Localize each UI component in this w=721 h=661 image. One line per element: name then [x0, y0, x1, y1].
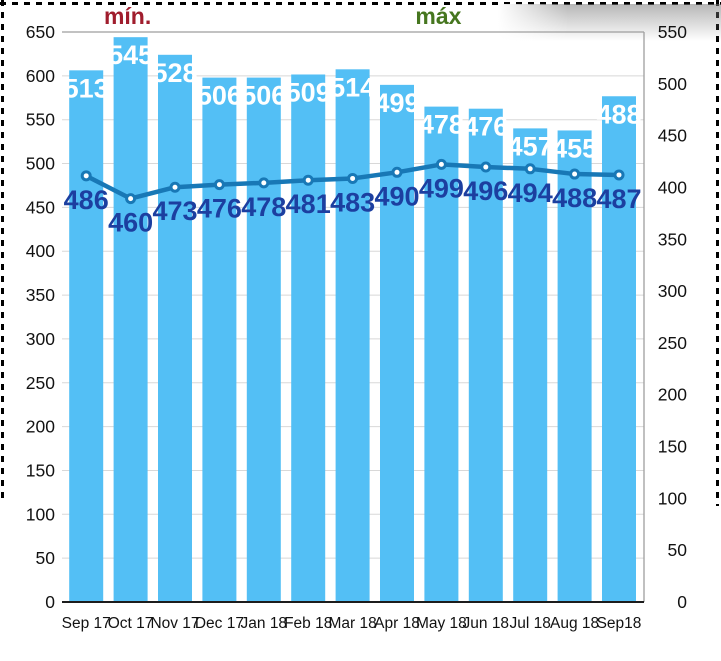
svg-text:100: 100	[658, 488, 687, 508]
left-axis-ticks: 0 50 100 150 200 250 300 350 400 450 500 550 600 650	[26, 22, 55, 612]
svg-text:476: 476	[197, 194, 242, 224]
svg-text:513: 513	[64, 73, 109, 103]
svg-text:460: 460	[108, 208, 153, 238]
svg-text:Dec 17: Dec 17	[195, 615, 244, 632]
svg-text:50: 50	[36, 548, 56, 568]
svg-text:0: 0	[45, 592, 55, 612]
svg-text:Sep18: Sep18	[597, 615, 642, 632]
svg-text:487: 487	[596, 184, 641, 214]
svg-text:496: 496	[463, 176, 508, 206]
annotation-max: máx	[415, 3, 462, 29]
svg-text:50: 50	[668, 540, 688, 560]
svg-text:455: 455	[552, 133, 597, 163]
svg-text:350: 350	[658, 229, 687, 249]
svg-text:Nov 17: Nov 17	[150, 615, 199, 632]
svg-text:500: 500	[658, 74, 687, 94]
svg-text:499: 499	[419, 173, 464, 203]
svg-text:500: 500	[26, 154, 55, 174]
svg-text:450: 450	[26, 197, 55, 217]
svg-text:550: 550	[26, 110, 55, 130]
selection-dash-top	[0, 2, 721, 5]
svg-text:Aug 18: Aug 18	[550, 615, 599, 632]
svg-text:550: 550	[658, 22, 687, 42]
svg-text:400: 400	[26, 241, 55, 261]
svg-text:600: 600	[26, 66, 55, 86]
selection-dash-left	[1, 0, 4, 501]
svg-text:Feb 18: Feb 18	[284, 615, 332, 632]
svg-text:486: 486	[64, 185, 109, 215]
svg-text:499: 499	[374, 88, 419, 118]
svg-text:473: 473	[152, 196, 197, 226]
svg-text:Sep 17: Sep 17	[62, 615, 111, 632]
annotation-min: mín.	[103, 3, 152, 29]
svg-text:528: 528	[152, 58, 197, 88]
svg-text:488: 488	[596, 99, 641, 129]
svg-text:150: 150	[658, 437, 687, 457]
svg-text:150: 150	[26, 460, 55, 480]
svg-text:300: 300	[26, 329, 55, 349]
svg-text:0: 0	[677, 592, 687, 612]
svg-text:250: 250	[26, 373, 55, 393]
svg-text:483: 483	[330, 187, 375, 217]
svg-text:506: 506	[197, 81, 242, 111]
svg-text:490: 490	[374, 181, 419, 211]
svg-text:200: 200	[658, 385, 687, 405]
svg-text:650: 650	[26, 22, 55, 42]
svg-text:488: 488	[552, 183, 597, 213]
svg-text:Apr 18: Apr 18	[374, 615, 420, 632]
svg-text:545: 545	[108, 40, 153, 70]
svg-text:Jul 18: Jul 18	[510, 615, 551, 632]
svg-text:450: 450	[658, 126, 687, 146]
svg-text:Jun 18: Jun 18	[463, 615, 510, 632]
svg-text:514: 514	[330, 72, 375, 102]
svg-text:481: 481	[286, 189, 331, 219]
svg-text:457: 457	[508, 131, 553, 161]
svg-text:May 18: May 18	[416, 615, 467, 632]
bar-series	[69, 37, 636, 603]
svg-text:476: 476	[463, 112, 508, 142]
svg-text:300: 300	[658, 281, 687, 301]
svg-text:400: 400	[658, 177, 687, 197]
svg-text:100: 100	[26, 504, 55, 524]
svg-text:478: 478	[419, 110, 464, 140]
svg-text:Oct 17: Oct 17	[108, 615, 154, 632]
svg-text:350: 350	[26, 285, 55, 305]
svg-text:250: 250	[658, 333, 687, 353]
line-markers	[80, 158, 625, 205]
svg-text:509: 509	[286, 77, 331, 107]
svg-text:Jan 18: Jan 18	[241, 615, 288, 632]
svg-text:478: 478	[241, 192, 286, 222]
svg-text:200: 200	[26, 417, 55, 437]
right-axis-ticks: 0 50 100 150 200 250 300 350 400 450 500 550	[658, 22, 687, 612]
svg-text:494: 494	[508, 178, 553, 208]
selection-dash-right	[716, 0, 719, 506]
svg-text:Mar 18: Mar 18	[328, 615, 376, 632]
svg-text:506: 506	[241, 81, 286, 111]
